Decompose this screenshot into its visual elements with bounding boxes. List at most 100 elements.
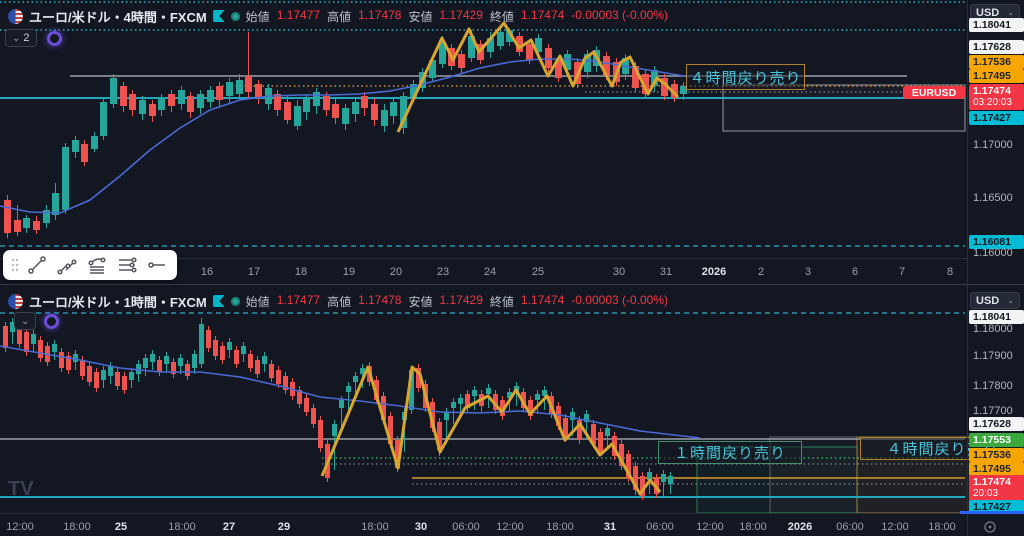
time-tick-label: 3: [804, 266, 812, 278]
time-tick-label: 06:00: [836, 521, 864, 533]
pane-2-plot[interactable]: [0, 312, 1024, 514]
curve-fib-icon[interactable]: [83, 251, 111, 279]
tradingview-watermark: TV: [8, 478, 34, 500]
market-status-icon: [230, 11, 240, 21]
time-tick-label: 30: [414, 521, 428, 533]
axis-highlight-strip: [960, 511, 1024, 514]
pane-divider[interactable]: [0, 284, 1024, 285]
drawing-toolbar: [3, 250, 177, 280]
symbol-title[interactable]: ユーロ/米ドル・1時間・FXCM: [29, 294, 207, 310]
price-change: -0.00003 (-0.00%): [571, 292, 669, 307]
fxcm-logo-icon: [212, 295, 225, 307]
price-scale[interactable]: USD ⌄ USD ⌄ 1.18041 1.17628 1.17536 1.17495…: [967, 0, 1024, 536]
axis-settings-icon[interactable]: [983, 520, 997, 536]
ohlc-label: 安値: [408, 9, 433, 24]
time-tick-label: 27: [222, 521, 236, 533]
price-level-label: 1.17553: [969, 433, 1024, 447]
purple-ring-icon: [44, 314, 59, 329]
ohlc-label: 始値: [245, 294, 270, 309]
indicators-collapse-button[interactable]: ⌄ 2: [5, 29, 37, 47]
ohlc-value: 1.17474: [520, 7, 565, 22]
time-tick-label: 25: [531, 266, 545, 278]
indicators-collapse-button[interactable]: ⌄: [14, 312, 37, 330]
indicator-count: 2: [23, 32, 30, 44]
price-change: -0.00003 (-0.00%): [571, 7, 669, 22]
horizontal-ray-icon[interactable]: [143, 251, 171, 279]
time-tick-label: 18:00: [168, 521, 196, 533]
purple-ring-icon: [47, 31, 62, 46]
time-tick-label: 06:00: [452, 521, 480, 533]
time-tick-label: 24: [483, 266, 497, 278]
time-tick-label: 12:00: [696, 521, 724, 533]
ohlc-label: 高値: [327, 9, 352, 24]
zigzag-drawing[interactable]: [396, 21, 680, 133]
currency-label: USD: [976, 6, 1000, 19]
trend-line-icon[interactable]: [23, 251, 51, 279]
price-tick-label: 1.17700: [973, 405, 1013, 417]
time-tick-label: 6: [851, 266, 859, 278]
price-tick-label: 1.16000: [973, 247, 1013, 259]
moving-average-line: [0, 345, 701, 439]
fxcm-logo-icon: [212, 10, 225, 22]
price-level-label: 1.16081: [969, 235, 1024, 249]
time-tick-label: 18:00: [739, 521, 767, 533]
ohlc-value: 1.17477: [276, 292, 321, 307]
time-tick-label: 18:00: [63, 521, 91, 533]
moving-average-line: [0, 58, 691, 214]
currency-toggle-button[interactable]: USD ⌄: [970, 292, 1020, 309]
time-tick-label: 20: [389, 266, 403, 278]
ohlc-values: 始値 1.17477 高値 1.17478 安値 1.17429 終値 1.17474 -0.0…: [246, 8, 668, 25]
price-level-label: 1.17495: [969, 462, 1024, 476]
time-tick-label: 7: [898, 266, 906, 278]
price-level-label: 1.17628: [969, 40, 1024, 54]
ohlc-label: 終値: [489, 294, 514, 309]
time-tick-label: 8: [946, 266, 954, 278]
price-level-label: 1.17427: [969, 500, 1024, 514]
price-tick-label: 1.17900: [973, 350, 1013, 362]
ohlc-label: 高値: [327, 294, 352, 309]
time-tick-label: 2026: [787, 521, 813, 533]
candlestick-series: [3, 318, 673, 500]
market-status-icon: [230, 296, 240, 306]
time-tick-label: 06:00: [646, 521, 674, 533]
pane-1-plot[interactable]: [0, 1, 966, 247]
price-level-label: 1.17536: [969, 448, 1024, 462]
time-tick-label: 18:00: [361, 521, 389, 533]
zigzag-drawing[interactable]: [320, 365, 662, 496]
drag-handle-icon[interactable]: [9, 251, 21, 279]
price-tick-label: 1.16500: [973, 192, 1013, 204]
price-level-label: 1.17536: [969, 55, 1024, 69]
chevron-down-icon: ⌄: [12, 32, 21, 44]
time-axis-4h[interactable]: 16 17 18 19 20 23 24 25 30 31 2026 2 3 6 7 8: [0, 258, 967, 285]
symbol-title[interactable]: ユーロ/米ドル・4時間・FXCM: [29, 9, 207, 25]
chevron-down-icon: ⌄: [21, 315, 30, 327]
ohlc-value: 1.17478: [358, 7, 402, 22]
time-tick-label: 19: [342, 266, 356, 278]
price-level-label: 1.17474 20:03: [969, 475, 1024, 501]
symbol-flag-icon: [8, 8, 23, 24]
symbol-flag-icon: [8, 293, 23, 309]
price-tick-label: 1.17000: [973, 139, 1013, 151]
time-tick-label: 16: [200, 266, 214, 278]
time-tick-label: 23: [436, 266, 450, 278]
time-axis-1h[interactable]: 12:00 18:00 25 18:00 27 29 18:00 30 06:00 12:00 18…: [0, 513, 967, 536]
time-tick-label: 18:00: [928, 521, 956, 533]
price-level-label: 1.18041: [969, 310, 1024, 324]
time-tick-label: 2026: [701, 266, 727, 278]
chevron-down-icon: ⌄: [1007, 8, 1014, 17]
ohlc-value: 1.17474: [520, 292, 565, 307]
parallel-levels-icon[interactable]: [113, 251, 141, 279]
currency-label: USD: [976, 294, 1000, 307]
time-tick-label: 25: [114, 521, 128, 533]
text-annotation[interactable]: １時間戻り売り: [658, 441, 802, 464]
ohlc-label: 安値: [408, 294, 433, 309]
price-tick-label: 1.17800: [973, 380, 1013, 392]
ohlc-label: 終値: [489, 9, 514, 24]
pane1-legend: ユーロ/米ドル・4時間・FXCM 始値 1.17477 高値 1.17478 安値 1.1…: [8, 7, 668, 25]
text-annotation[interactable]: ４時間戻り売り: [686, 64, 805, 90]
price-level-label: 1.17474 03:20:03: [969, 84, 1024, 110]
pane2-legend: ユーロ/米ドル・1時間・FXCM 始値 1.17477 高値 1.17478 安値 1.1…: [8, 292, 668, 310]
extended-trend-line-icon[interactable]: [53, 251, 81, 279]
